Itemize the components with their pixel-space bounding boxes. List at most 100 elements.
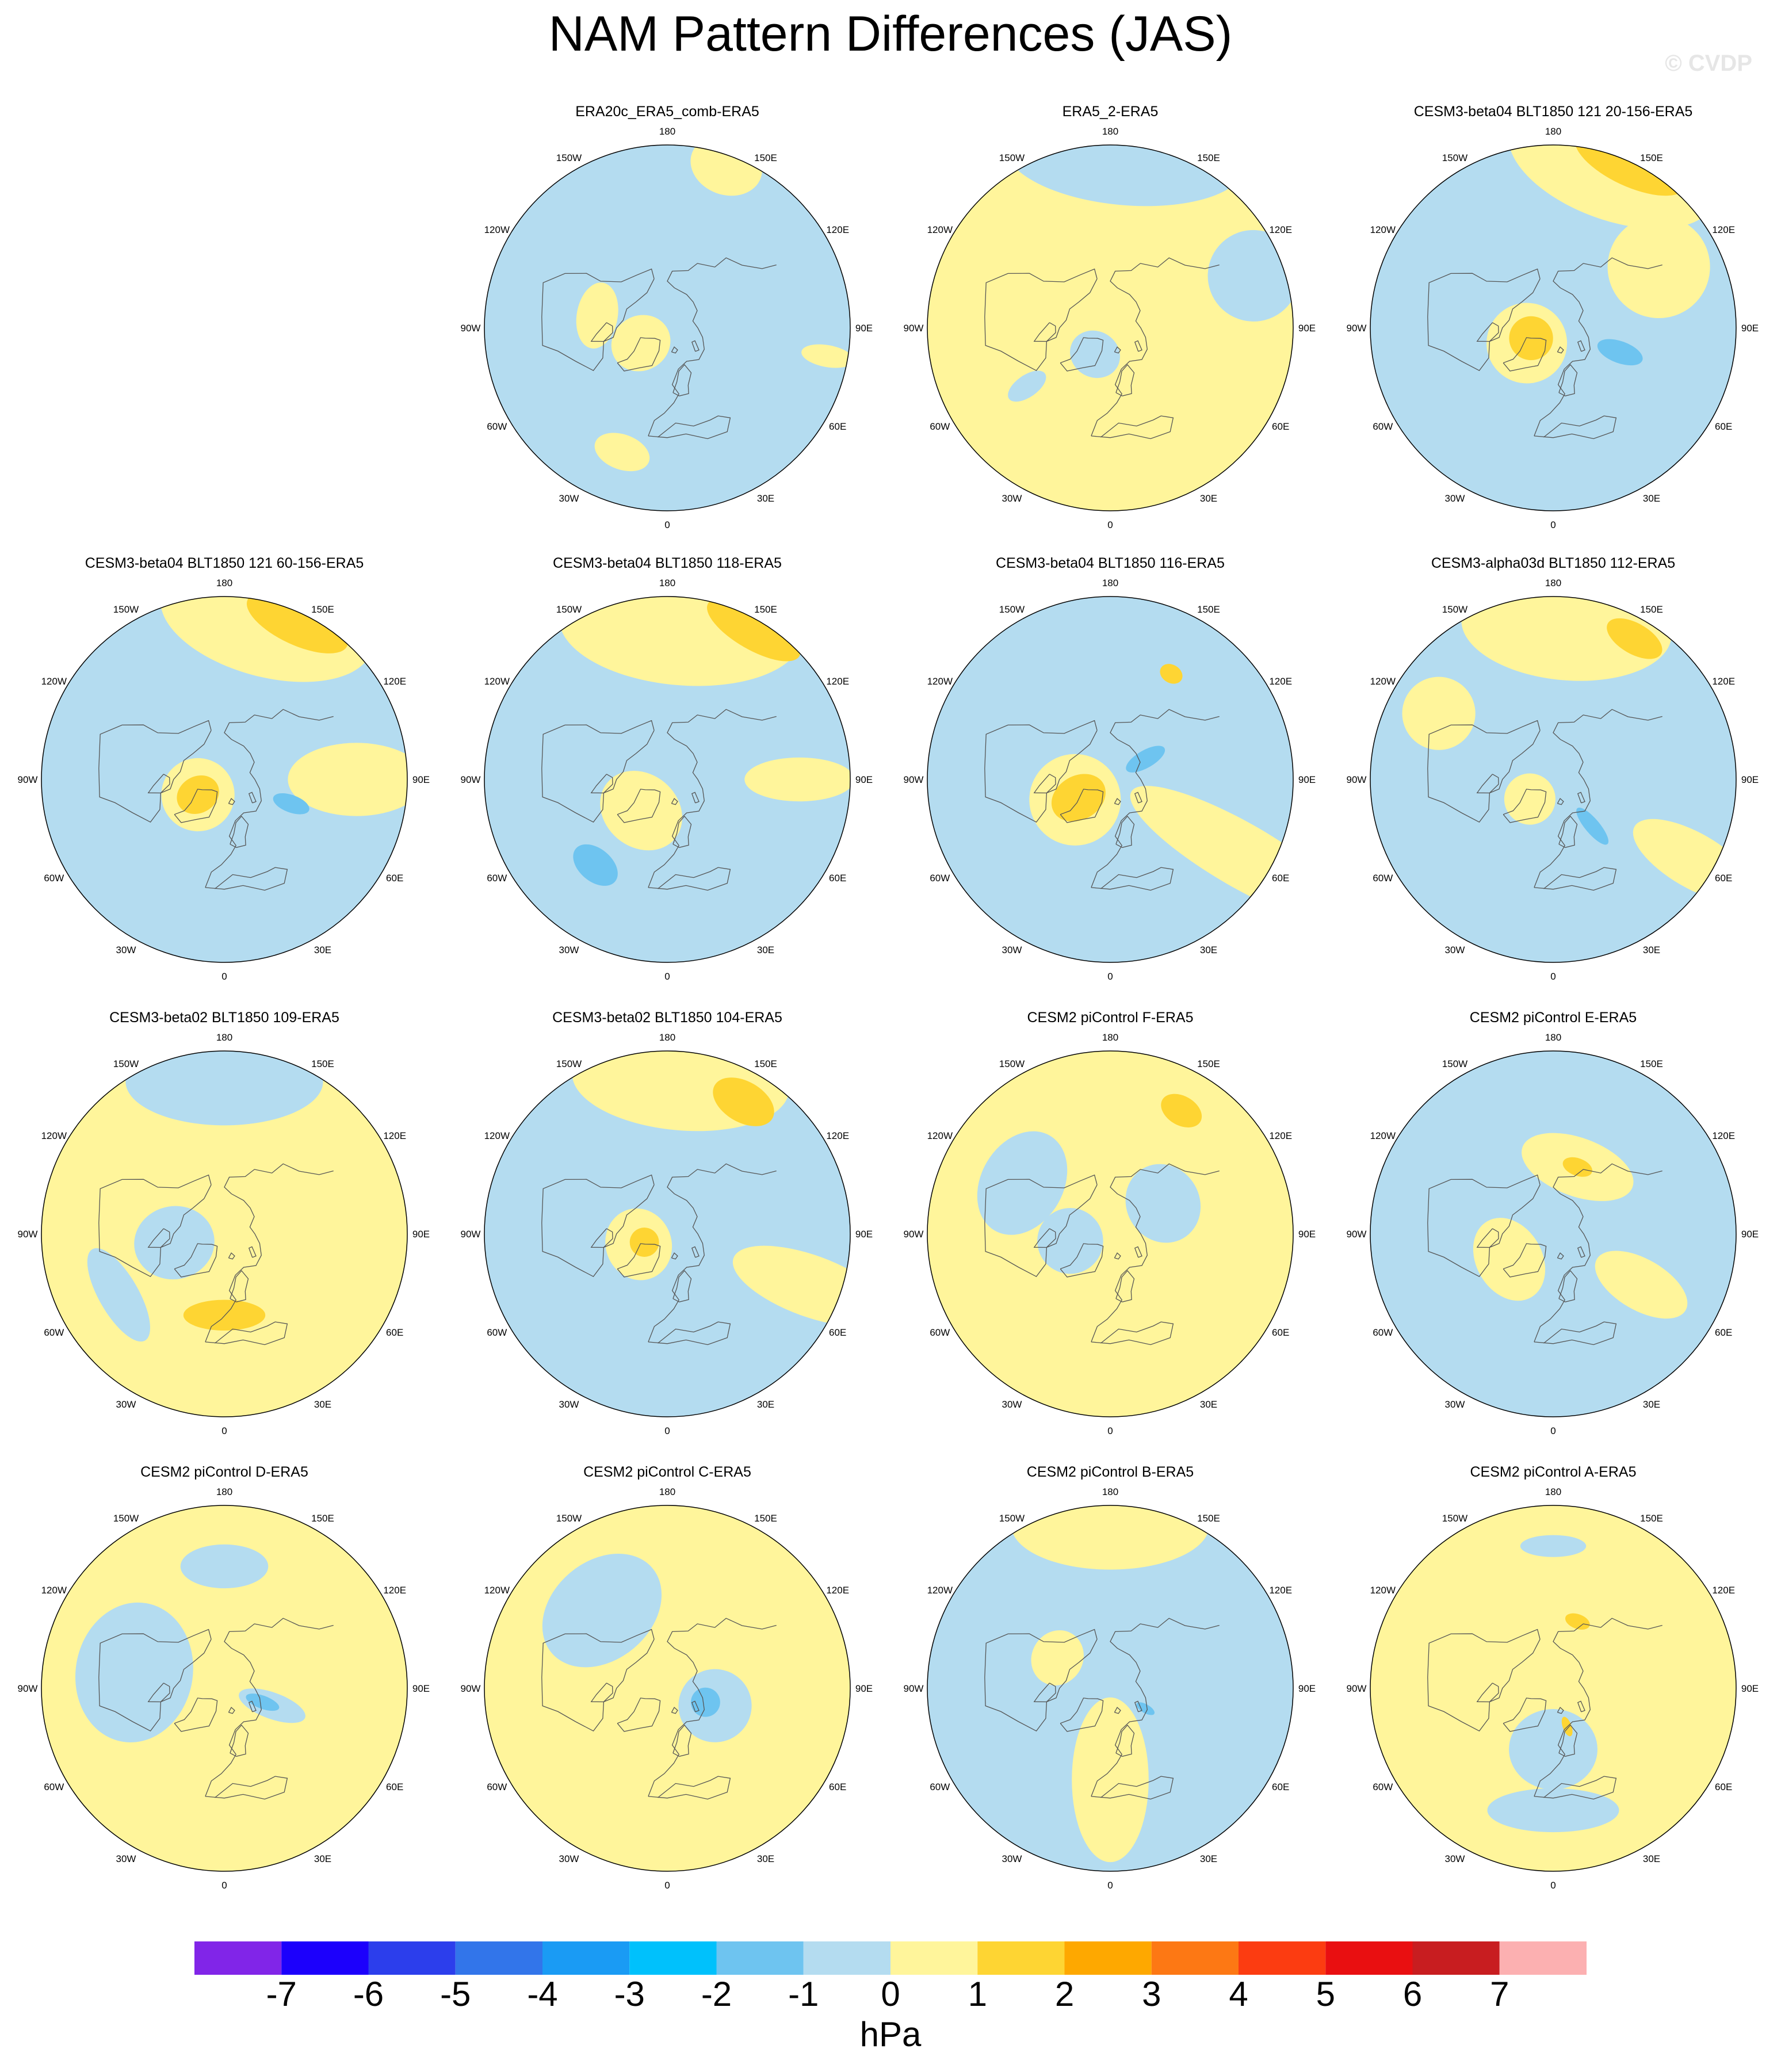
- coastline: [228, 1252, 235, 1260]
- polar-map: 180 150E 120E 90E 60E 30E 0 30W 60W 90W 120W 150W: [461, 126, 873, 530]
- coastline: [1503, 337, 1547, 372]
- longitude-label: 30W: [116, 1399, 136, 1410]
- coastline: [672, 1725, 692, 1757]
- coastline: [1060, 789, 1104, 823]
- longitude-label: 0: [1550, 519, 1555, 530]
- coastline: [228, 1707, 235, 1714]
- coastline: [205, 1321, 288, 1345]
- coastline: [1577, 340, 1585, 352]
- anomaly-region: [977, 1131, 1068, 1235]
- anomaly-region: [573, 844, 618, 886]
- coastline: [541, 1628, 655, 1732]
- coastline: [230, 1725, 249, 1757]
- anomaly-region: [1161, 1094, 1202, 1127]
- longitude-label: 150E: [311, 604, 334, 615]
- coastline: [617, 337, 661, 372]
- anomaly-region: [744, 757, 850, 802]
- longitude-label: 60W: [1373, 421, 1393, 432]
- longitude-label: 60W: [930, 1327, 950, 1338]
- coastline: [1134, 1246, 1142, 1258]
- coastline: [205, 1776, 288, 1800]
- coastline: [174, 1243, 218, 1278]
- coastline: [590, 1683, 613, 1703]
- anomaly-region: [1011, 1505, 1209, 1570]
- coastline: [984, 720, 1098, 823]
- polar-map: 180 150E 120E 90E 60E 30E 0 30W 60W 90W 120W 150W: [904, 578, 1316, 982]
- coastline: [248, 1246, 257, 1258]
- longitude-label: 30W: [116, 945, 136, 955]
- longitude-label: 60E: [386, 1782, 403, 1792]
- field-background: [927, 1051, 1293, 1417]
- coastline: [648, 257, 777, 437]
- coastline: [648, 1776, 731, 1800]
- anomaly-region: [801, 344, 850, 368]
- coastline: [228, 798, 235, 805]
- longitude-label: 60W: [487, 873, 507, 884]
- field-background: [927, 1505, 1293, 1871]
- coastline: [1115, 1270, 1135, 1302]
- coastline: [617, 1243, 661, 1278]
- longitude-label: 90W: [461, 323, 481, 334]
- longitude-label: 30E: [1200, 493, 1217, 504]
- coastline: [1427, 1174, 1541, 1278]
- panel-title: ERA5_2-ERA5: [1062, 104, 1159, 120]
- longitude-label: 60E: [1715, 1782, 1732, 1792]
- polar-map: 180 150E 120E 90E 60E 30E 0 30W 60W 90W 120W 150W: [461, 1486, 873, 1891]
- panel-title: CESM2 piControl C-ERA5: [583, 1464, 751, 1480]
- map-panel: CESM3-beta02 BLT1850 109-ERA5 180 150E 120E…: [17, 1010, 431, 1464]
- coastline: [98, 720, 212, 823]
- coastline: [672, 1270, 692, 1302]
- longitude-label: 180: [1545, 578, 1561, 588]
- longitude-label: 90W: [461, 774, 481, 785]
- longitude-label: 90E: [1741, 323, 1759, 334]
- colorbar-tick: -1: [788, 1975, 819, 2013]
- longitude-label: 90E: [855, 774, 873, 785]
- longitude-label: 90E: [1741, 774, 1759, 785]
- anomaly-region: [1607, 618, 1662, 659]
- anomaly-region: [1576, 807, 1609, 845]
- anomaly-region: [1595, 1251, 1688, 1319]
- anomaly-region: [1487, 1788, 1619, 1833]
- longitude-label: 150E: [754, 152, 777, 163]
- coastline: [1476, 1683, 1499, 1703]
- coastline: [1114, 1252, 1121, 1260]
- longitude-label: 120W: [927, 1130, 953, 1141]
- polar-map: 180 150E 120E 90E 60E 30E 0 30W 60W 90W 120W 150W: [18, 1486, 430, 1891]
- field-background: [41, 1505, 407, 1871]
- colorbar-tick: -3: [614, 1975, 645, 2013]
- anomaly-region: [183, 1299, 266, 1331]
- panel-title: CESM2 piControl B-ERA5: [1026, 1464, 1194, 1480]
- longitude-label: 30W: [116, 1853, 136, 1864]
- longitude-label: 150W: [1442, 152, 1467, 163]
- panel-title: CESM2 piControl D-ERA5: [140, 1464, 308, 1480]
- coastline: [691, 1246, 700, 1258]
- colorbar-swatch: [368, 1941, 456, 1975]
- longitude-label: 120W: [484, 1585, 510, 1596]
- longitude-label: 60W: [487, 1782, 507, 1792]
- anomaly-region: [1509, 1709, 1597, 1790]
- colorbar-tick: 4: [1229, 1975, 1248, 2013]
- field-background: [927, 145, 1293, 511]
- longitude-label: 60W: [44, 1327, 64, 1338]
- longitude-label: 120W: [41, 676, 67, 687]
- map-border: [41, 596, 408, 963]
- map-border: [927, 596, 1294, 963]
- longitude-label: 120E: [1269, 224, 1292, 235]
- longitude-label: 60E: [1715, 421, 1732, 432]
- colorbar-swatch: [1239, 1941, 1326, 1975]
- anomaly-region: [713, 1077, 774, 1126]
- anomaly-region: [180, 1544, 269, 1589]
- anomaly-region: [1008, 370, 1046, 402]
- longitude-label: 30W: [1445, 945, 1465, 955]
- anomaly-region: [1031, 1630, 1084, 1685]
- longitude-label: 30E: [1643, 1399, 1660, 1410]
- anomaly-region: [246, 1693, 280, 1711]
- coastline: [1114, 1707, 1121, 1714]
- anomaly-region: [1072, 1697, 1149, 1863]
- anomaly-region: [1520, 1535, 1587, 1557]
- longitude-label: 60E: [1715, 1327, 1732, 1338]
- coastline: [1033, 1683, 1056, 1703]
- longitude-label: 60W: [487, 421, 507, 432]
- longitude-label: 30W: [1002, 1853, 1022, 1864]
- watermark: © CVDP: [1665, 51, 1752, 76]
